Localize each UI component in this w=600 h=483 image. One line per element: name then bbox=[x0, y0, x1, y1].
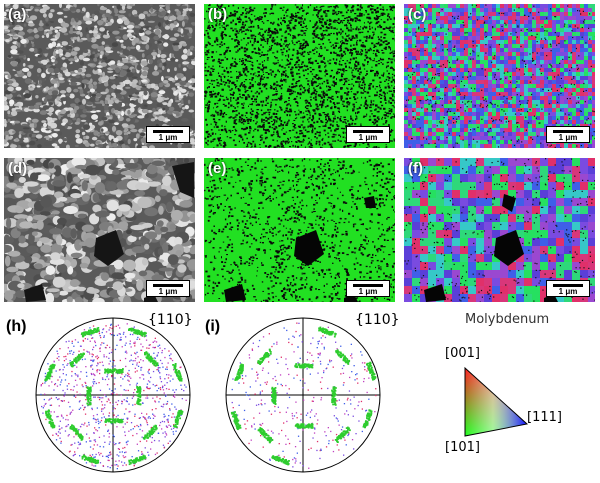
ipf-color-key-triangle bbox=[464, 366, 529, 437]
panel-d-sem-micrograph: (d) 1 μm bbox=[4, 158, 195, 302]
panel-e-ebsd-map: (e) 1 μm bbox=[204, 158, 395, 302]
scale-bar: 1 μm bbox=[346, 126, 390, 143]
scale-bar-label: 1 μm bbox=[558, 287, 578, 296]
scale-bar: 1 μm bbox=[546, 126, 590, 143]
scale-bar: 1 μm bbox=[146, 280, 190, 297]
scale-bar-label: 1 μm bbox=[158, 133, 178, 142]
scale-bar-label: 1 μm bbox=[358, 133, 378, 142]
pole-figure-h bbox=[35, 317, 191, 473]
ebsd-ipf-fine-texture bbox=[404, 4, 595, 148]
pole-figure-title-h: {110} bbox=[148, 312, 193, 328]
scale-bar: 1 μm bbox=[546, 280, 590, 297]
pole-figure-label-i: (i) bbox=[205, 318, 221, 335]
pole-figure-i bbox=[225, 317, 381, 473]
scale-bar-label: 1 μm bbox=[558, 133, 578, 142]
pole-figure-title-i: {110} bbox=[355, 312, 400, 328]
scale-bar-label: 1 μm bbox=[358, 287, 378, 296]
ebsd-ipf-coarse-texture bbox=[404, 158, 595, 302]
panel-c-ipf-map: (c) 1 μm bbox=[404, 4, 595, 148]
sem-fine-texture bbox=[4, 4, 195, 148]
panel-f-ipf-map: (f) 1 μm bbox=[404, 158, 595, 302]
panel-label: (c) bbox=[408, 6, 427, 23]
panel-label: (a) bbox=[8, 6, 27, 23]
scale-bar: 1 μm bbox=[346, 280, 390, 297]
sem-coarse-texture bbox=[4, 158, 195, 302]
ebsd-green-fine-texture bbox=[204, 4, 395, 148]
panel-label: (b) bbox=[208, 6, 228, 23]
panel-b-ebsd-map: (b) 1 μm bbox=[204, 4, 395, 148]
scale-bar-label: 1 μm bbox=[158, 287, 178, 296]
scale-bar: 1 μm bbox=[146, 126, 190, 143]
legend-corner-111: [111] bbox=[527, 410, 562, 425]
panel-label: (d) bbox=[8, 160, 28, 177]
legend-corner-001: [001] bbox=[445, 346, 480, 361]
pole-figure-label-h: (h) bbox=[6, 318, 27, 335]
legend-title: Molybdenum bbox=[465, 312, 550, 327]
panel-label: (f) bbox=[408, 160, 423, 177]
ebsd-green-coarse-texture bbox=[204, 158, 395, 302]
panel-a-sem-micrograph: (a) 1 μm bbox=[4, 4, 195, 148]
legend-corner-101: [101] bbox=[445, 440, 480, 455]
panel-label: (e) bbox=[208, 160, 227, 177]
